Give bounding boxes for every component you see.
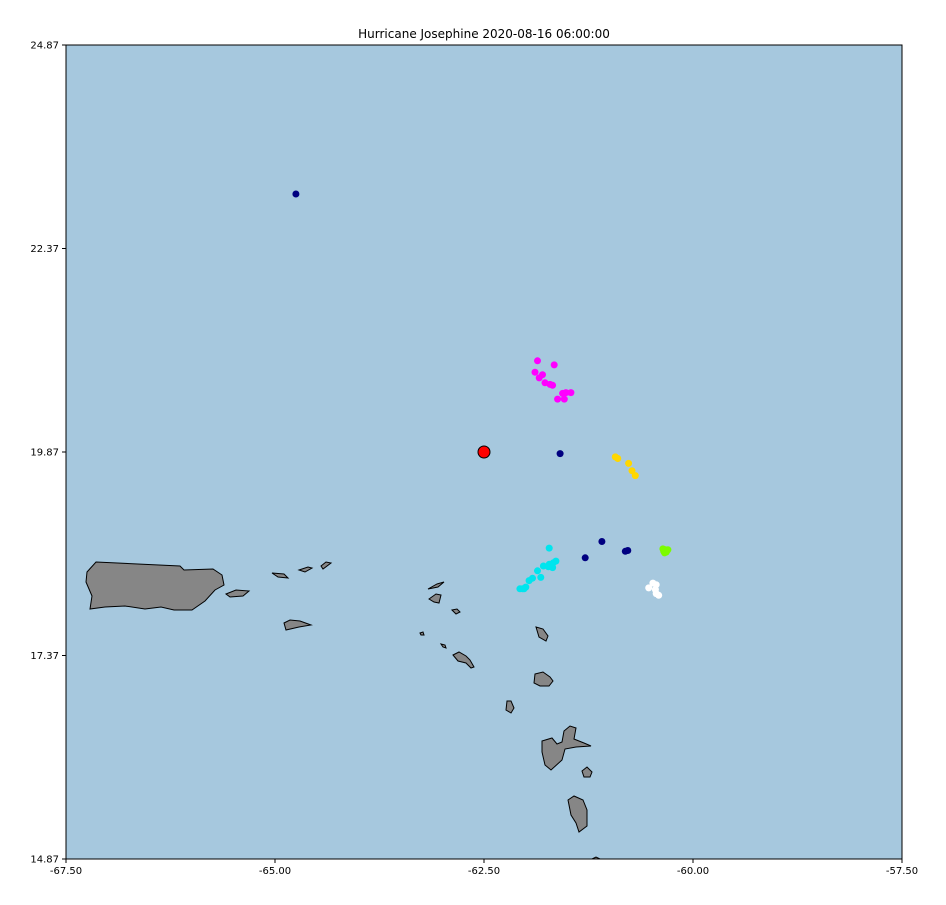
observation-point — [516, 585, 524, 593]
observation-point — [598, 538, 606, 545]
x-tick-label: -65.00 — [259, 866, 291, 877]
observation-point — [537, 573, 545, 581]
observation-points — [292, 190, 672, 599]
observation-point — [625, 459, 633, 467]
x-tick-label: -62.50 — [468, 866, 500, 877]
land-guadeloupe — [541, 725, 592, 771]
observation-point — [531, 368, 539, 376]
observation-point — [545, 544, 553, 552]
observation-point — [554, 395, 562, 403]
land-culebra — [271, 572, 290, 579]
map-axes — [65, 44, 903, 860]
x-tick-label: -57.50 — [886, 866, 918, 877]
land-layer — [85, 561, 601, 860]
land-montserrat — [505, 700, 515, 714]
observation-point — [581, 554, 589, 562]
observation-point — [655, 591, 663, 599]
land-st-croix — [283, 619, 313, 631]
observation-point — [525, 577, 533, 585]
observation-point — [567, 389, 575, 397]
observation-point — [550, 361, 558, 369]
observation-point — [292, 190, 300, 198]
land-barbuda — [535, 626, 549, 642]
land-st-thomas — [297, 566, 314, 573]
x-axis: -67.50 -65.00 -62.50 -60.00 -57.50 — [50, 859, 918, 877]
observation-point — [664, 546, 672, 554]
land-st-barthelemy — [450, 608, 461, 615]
land-puerto-rico — [85, 561, 225, 611]
y-tick-label: 22.37 — [30, 244, 59, 255]
y-tick-label: 14.87 — [30, 855, 59, 866]
y-axis: 14.87 17.37 19.87 22.37 24.87 — [30, 41, 66, 866]
observation-point — [614, 455, 622, 462]
observation-point — [556, 450, 564, 458]
observation-point — [534, 357, 541, 365]
observation-point — [559, 389, 567, 397]
observation-point — [560, 395, 568, 403]
map-title: Hurricane Josephine 2020-08-16 06:00:00 — [358, 27, 610, 41]
land-vieques — [224, 589, 251, 598]
y-tick-label: 19.87 — [30, 448, 59, 459]
y-tick-label: 17.37 — [30, 651, 59, 662]
land-tortola — [320, 561, 333, 570]
land-dominica — [567, 795, 588, 833]
observation-point — [628, 467, 636, 475]
land-antigua — [533, 671, 554, 687]
land-anguilla — [427, 581, 445, 590]
observation-point — [549, 564, 557, 572]
observation-point — [534, 567, 541, 575]
land-st-martin — [428, 593, 442, 604]
observation-point — [549, 381, 557, 389]
storm-center-marker — [477, 445, 491, 459]
x-tick-label: -60.00 — [677, 866, 709, 877]
land-st-kitts-nevis — [452, 651, 475, 669]
land-saba — [419, 631, 425, 636]
observation-point — [631, 472, 639, 480]
observation-point — [535, 374, 543, 382]
y-tick-label: 24.87 — [30, 41, 59, 52]
x-tick-label: -67.50 — [50, 866, 82, 877]
land-st-eustatius — [439, 643, 447, 649]
land-marie-galante — [581, 766, 593, 778]
observation-point — [645, 584, 653, 592]
observation-point — [621, 547, 629, 555]
